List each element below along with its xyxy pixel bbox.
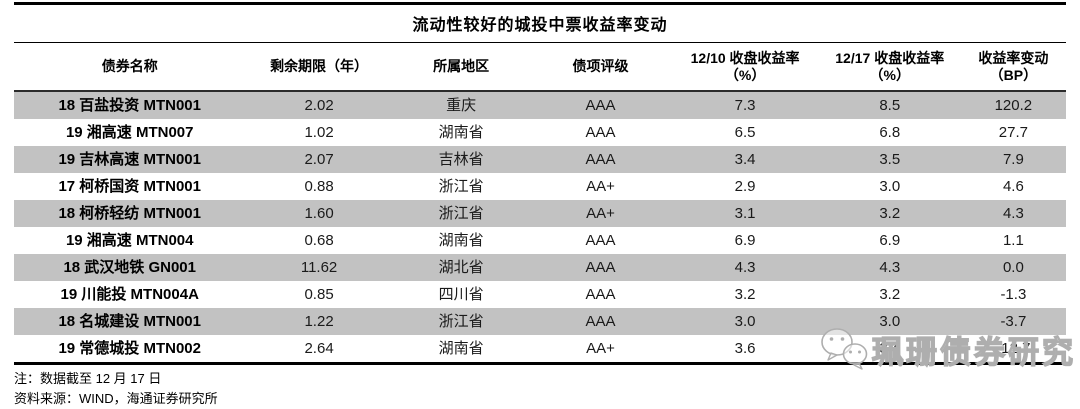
cell-yield-1217: 3.0 <box>879 313 901 330</box>
cell-yield-1210: 6.5 <box>734 124 756 141</box>
cell-yield-1217: 6.9 <box>879 232 901 249</box>
cell-bond-name: 19 常德城投 MTN002 <box>14 335 246 365</box>
cell-yield-1217: 3.4 <box>818 335 961 365</box>
cell-yield-1210: 3.6 <box>671 335 819 365</box>
cell-region: 浙江省 <box>438 178 484 195</box>
cell-yield-1210: 4.3 <box>734 259 756 276</box>
cell-bond-name: 19 川能投 MTN004A <box>60 286 199 303</box>
cell-rating: AAA <box>585 151 616 168</box>
table-row: 19 湘高速 MTN007 1.02 湖南省 AAA 6.5 6.8 27.7 <box>14 119 1066 146</box>
cell-bond-name: 18 柯桥轻纺 MTN001 <box>58 205 201 222</box>
table-row: 18 柯桥轻纺 MTN001 1.60 浙江省 AA+ 3.1 3.2 4.3 <box>14 200 1066 227</box>
cell-yield-1217: 3.2 <box>879 205 901 222</box>
table-row: 19 湘高速 MTN004 0.68 湖南省 AAA 6.9 6.9 1.1 <box>14 227 1066 254</box>
table-title: 流动性较好的城投中票收益率变动 <box>14 2 1066 43</box>
cell-maturity: 1.02 <box>304 124 334 141</box>
bond-yield-table: 债券名称 剩余期限（年） 所属地区 债项评级 12/10 收盘收益率 （%） 12… <box>14 43 1066 365</box>
cell-yield-1210: 7.3 <box>734 97 756 114</box>
cell-change-bp: -12.7 <box>960 335 1066 365</box>
cell-bond-name: 19 湘高速 MTN007 <box>65 124 194 141</box>
note-data-cutoff: 注：数据截至 12 月 17 日 <box>14 371 162 386</box>
cell-yield-1217: 4.3 <box>879 259 901 276</box>
cell-change-bp: 120.2 <box>994 97 1033 114</box>
cell-maturity: 0.68 <box>304 232 334 249</box>
cell-change-bp: -1.3 <box>1000 286 1027 303</box>
column-header-bond-name: 债券名称 <box>14 43 246 92</box>
cell-yield-1210: 6.9 <box>734 232 756 249</box>
cell-bond-name: 18 名城建设 MTN001 <box>58 313 201 330</box>
cell-region: 吉林省 <box>438 151 484 168</box>
cell-yield-1210: 2.9 <box>734 178 756 195</box>
column-header-rating: 债项评级 <box>529 43 672 92</box>
cell-change-bp: 0.0 <box>1002 259 1024 276</box>
cell-bond-name: 18 武汉地铁 GN001 <box>63 259 196 276</box>
table-notes: 注：数据截至 12 月 17 日 资料来源：WIND，海通证券研究所 <box>14 365 1066 409</box>
cell-change-bp: 7.9 <box>1002 151 1024 168</box>
cell-maturity: 11.62 <box>300 259 338 276</box>
cell-rating: AAA <box>585 124 616 141</box>
cell-bond-name: 19 湘高速 MTN004 <box>65 232 194 249</box>
column-header-yield-1217: 12/17 收盘收益率 （%） <box>818 43 961 92</box>
cell-rating: AAA <box>585 259 616 276</box>
cell-maturity: 1.22 <box>304 313 334 330</box>
cell-region: 湖南省 <box>438 232 484 249</box>
table-body: 18 百盐投资 MTN001 2.02 重庆 AAA 7.3 8.5 120.2 19 湘高速… <box>14 91 1066 365</box>
cell-rating: AA+ <box>586 178 615 195</box>
cell-yield-1217: 3.5 <box>879 151 901 168</box>
cell-region: 重庆 <box>446 97 477 114</box>
cell-bond-name: 17 柯桥国资 MTN001 <box>58 178 201 195</box>
cell-rating: AAA <box>585 97 616 114</box>
table-row: 18 名城建设 MTN001 1.22 浙江省 AAA 3.0 3.0 -3.7 <box>14 308 1066 335</box>
table-row: 17 柯桥国资 MTN001 0.88 浙江省 AA+ 2.9 3.0 4.6 <box>14 173 1066 200</box>
cell-region: 湖南省 <box>392 335 530 365</box>
column-header-change-bp: 收益率变动 （BP） <box>960 43 1066 92</box>
cell-rating: AAA <box>585 313 616 330</box>
cell-yield-1210: 3.2 <box>734 286 756 303</box>
cell-region: 湖北省 <box>438 259 484 276</box>
cell-yield-1217: 6.8 <box>879 124 901 141</box>
table-row: 19 川能投 MTN004A 0.85 四川省 AAA 3.2 3.2 -1.3 <box>14 281 1066 308</box>
cell-change-bp: 4.6 <box>1002 178 1024 195</box>
table-row: 19 吉林高速 MTN001 2.07 吉林省 AAA 3.4 3.5 7.9 <box>14 146 1066 173</box>
table-row: 18 武汉地铁 GN001 11.62 湖北省 AAA 4.3 4.3 0.0 <box>14 254 1066 281</box>
table-row: 19 常德城投 MTN002 2.64 湖南省 AA+ 3.6 3.4 -12.7 <box>14 335 1066 365</box>
cell-yield-1217: 3.0 <box>879 178 901 195</box>
cell-change-bp: 1.1 <box>1002 232 1024 249</box>
cell-maturity: 0.85 <box>304 286 334 303</box>
cell-yield-1210: 3.0 <box>734 313 756 330</box>
cell-change-bp: 27.7 <box>998 124 1028 141</box>
table-area: 流动性较好的城投中票收益率变动 债券名称 剩余期限（年） 所属地区 债项评级 1… <box>14 2 1066 409</box>
cell-change-bp: -3.7 <box>1000 313 1027 330</box>
column-header-region: 所属地区 <box>392 43 530 92</box>
note-source: 资料来源：WIND，海通证券研究所 <box>14 391 218 406</box>
cell-yield-1210: 3.1 <box>734 205 756 222</box>
cell-bond-name: 19 吉林高速 MTN001 <box>58 151 201 168</box>
cell-yield-1217: 8.5 <box>879 97 901 114</box>
cell-region: 浙江省 <box>438 205 484 222</box>
cell-yield-1210: 3.4 <box>734 151 756 168</box>
table-row: 18 百盐投资 MTN001 2.02 重庆 AAA 7.3 8.5 120.2 <box>14 91 1066 119</box>
cell-change-bp: 4.3 <box>1002 205 1024 222</box>
cell-maturity: 1.60 <box>304 205 334 222</box>
column-header-maturity: 剩余期限（年） <box>245 43 393 92</box>
cell-rating: AAA <box>585 232 616 249</box>
cell-maturity: 2.02 <box>304 97 334 114</box>
cell-rating: AAA <box>585 286 616 303</box>
cell-bond-name: 18 百盐投资 MTN001 <box>58 97 201 114</box>
cell-region: 四川省 <box>438 286 484 303</box>
cell-rating: AA+ <box>586 205 615 222</box>
cell-maturity: 2.64 <box>245 335 393 365</box>
cell-maturity: 0.88 <box>304 178 334 195</box>
table-header-row: 债券名称 剩余期限（年） 所属地区 债项评级 12/10 收盘收益率 （%） 12… <box>14 43 1066 92</box>
cell-region: 湖南省 <box>438 124 484 141</box>
cell-maturity: 2.07 <box>304 151 334 168</box>
cell-yield-1217: 3.2 <box>879 286 901 303</box>
cell-region: 浙江省 <box>438 313 484 330</box>
column-header-yield-1210: 12/10 收盘收益率 （%） <box>671 43 819 92</box>
cell-rating: AA+ <box>529 335 672 365</box>
